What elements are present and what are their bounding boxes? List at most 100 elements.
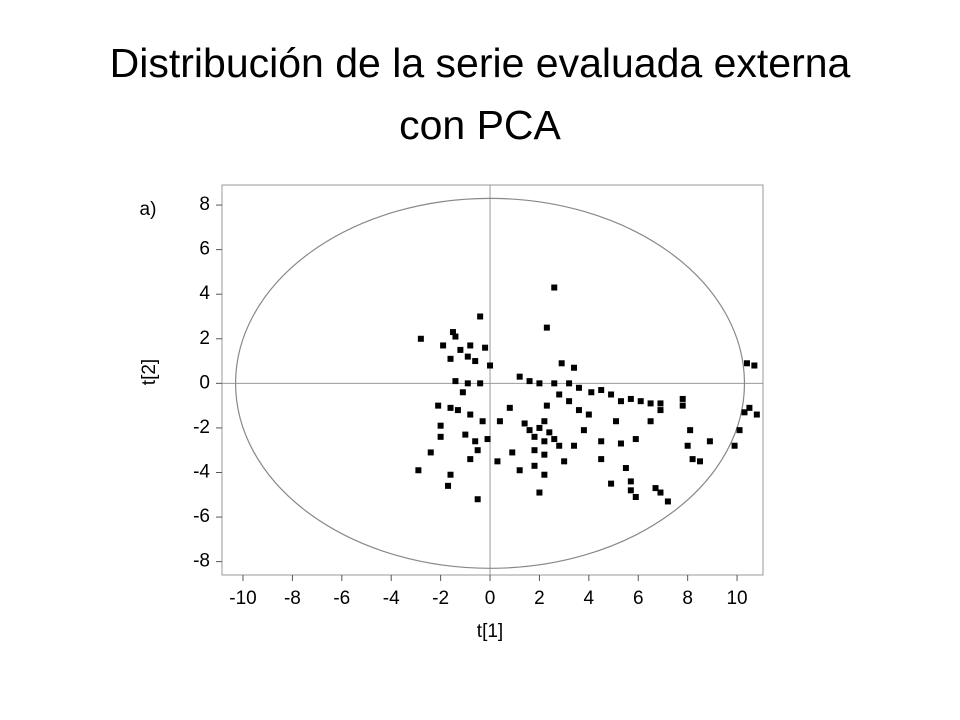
point xyxy=(566,380,573,387)
y-tick-label: -2 xyxy=(193,417,210,438)
point xyxy=(449,329,456,336)
point xyxy=(462,431,469,438)
point xyxy=(427,449,434,456)
point xyxy=(531,433,538,440)
y-tick-label: -8 xyxy=(193,551,210,572)
point xyxy=(543,324,550,331)
point xyxy=(452,378,459,385)
point xyxy=(622,465,629,472)
point xyxy=(541,418,548,425)
point xyxy=(459,389,466,396)
point xyxy=(598,387,605,394)
plot-frame xyxy=(221,184,764,576)
point xyxy=(467,342,474,349)
point xyxy=(647,418,654,425)
y-axis-label: t[2] xyxy=(139,359,160,385)
point xyxy=(467,411,474,418)
x-tick-label: -2 xyxy=(432,588,449,609)
point xyxy=(571,364,578,371)
point xyxy=(474,496,481,503)
x-tick-label: -4 xyxy=(383,588,400,609)
point xyxy=(531,447,538,454)
point xyxy=(536,380,543,387)
point xyxy=(741,409,748,416)
point xyxy=(585,411,592,418)
point xyxy=(551,436,558,443)
point xyxy=(467,456,474,463)
point xyxy=(706,438,713,445)
x-tick-label: 0 xyxy=(485,588,496,609)
point xyxy=(541,438,548,445)
point xyxy=(679,402,686,409)
point xyxy=(551,284,558,291)
point xyxy=(598,438,605,445)
point xyxy=(743,360,750,367)
point xyxy=(731,442,738,449)
point xyxy=(452,333,459,340)
point xyxy=(437,422,444,429)
point xyxy=(457,346,464,353)
point xyxy=(556,442,563,449)
x-tick-label: -8 xyxy=(284,588,301,609)
point xyxy=(454,407,461,414)
point xyxy=(531,462,538,469)
y-tick-label: 6 xyxy=(199,239,210,260)
point xyxy=(484,436,491,443)
point xyxy=(575,407,582,414)
y-tick-label: 2 xyxy=(199,328,210,349)
confidence-ellipse xyxy=(234,197,746,569)
point xyxy=(627,478,634,485)
point xyxy=(479,418,486,425)
point xyxy=(494,458,501,465)
point xyxy=(687,427,694,434)
point xyxy=(753,411,760,418)
point xyxy=(546,429,553,436)
point xyxy=(551,380,558,387)
point xyxy=(689,456,696,463)
point xyxy=(632,436,639,443)
point xyxy=(588,389,595,396)
point xyxy=(736,427,743,434)
point xyxy=(474,447,481,454)
point xyxy=(536,424,543,431)
point xyxy=(445,482,452,489)
point xyxy=(541,471,548,478)
point xyxy=(652,485,659,492)
point xyxy=(657,407,664,414)
point xyxy=(697,458,704,465)
x-tick-label: 6 xyxy=(633,588,644,609)
point xyxy=(627,395,634,402)
point xyxy=(647,400,654,407)
point xyxy=(487,362,494,369)
point xyxy=(684,442,691,449)
point xyxy=(496,418,503,425)
point xyxy=(437,433,444,440)
point xyxy=(506,404,513,411)
point xyxy=(417,335,424,342)
point xyxy=(464,380,471,387)
point xyxy=(447,471,454,478)
point xyxy=(575,384,582,391)
point xyxy=(447,355,454,362)
x-tick-label: -6 xyxy=(333,588,350,609)
point xyxy=(509,449,516,456)
point xyxy=(571,442,578,449)
point xyxy=(477,380,484,387)
y-tick-label: 4 xyxy=(199,283,210,304)
point xyxy=(598,456,605,463)
point xyxy=(657,400,664,407)
point xyxy=(472,358,479,365)
chart-title: Distribución de la serie evaluada extern… xyxy=(109,40,851,148)
point xyxy=(679,395,686,402)
point xyxy=(637,398,644,405)
point xyxy=(580,427,587,434)
point xyxy=(482,344,489,351)
point xyxy=(415,467,422,474)
panel-label: a) xyxy=(140,199,157,220)
x-tick-label: 2 xyxy=(534,588,545,609)
point xyxy=(664,498,671,505)
x-tick-label: 8 xyxy=(682,588,693,609)
point xyxy=(746,404,753,411)
